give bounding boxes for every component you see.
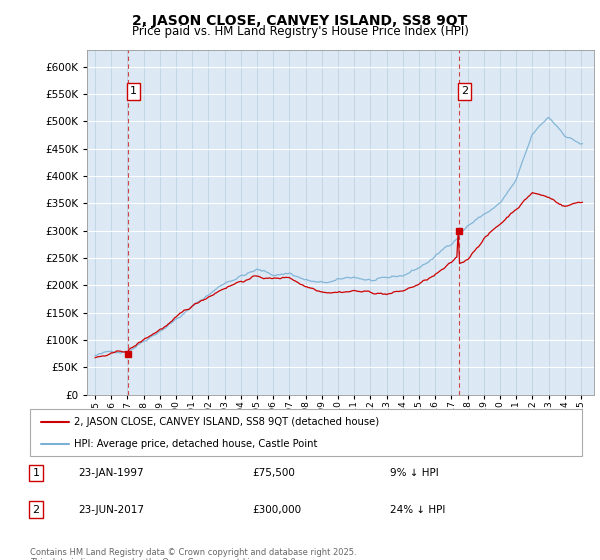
Text: 2, JASON CLOSE, CANVEY ISLAND, SS8 9QT: 2, JASON CLOSE, CANVEY ISLAND, SS8 9QT: [133, 14, 467, 28]
Text: 2, JASON CLOSE, CANVEY ISLAND, SS8 9QT (detached house): 2, JASON CLOSE, CANVEY ISLAND, SS8 9QT (…: [74, 417, 379, 427]
Text: 1: 1: [32, 468, 40, 478]
Text: 2: 2: [461, 86, 468, 96]
Text: 9% ↓ HPI: 9% ↓ HPI: [390, 468, 439, 478]
Text: 24% ↓ HPI: 24% ↓ HPI: [390, 505, 445, 515]
Text: 23-JUN-2017: 23-JUN-2017: [78, 505, 144, 515]
Text: £300,000: £300,000: [252, 505, 301, 515]
Text: Price paid vs. HM Land Registry's House Price Index (HPI): Price paid vs. HM Land Registry's House …: [131, 25, 469, 38]
Text: 2: 2: [32, 505, 40, 515]
Text: Contains HM Land Registry data © Crown copyright and database right 2025.
This d: Contains HM Land Registry data © Crown c…: [30, 548, 356, 560]
Text: 23-JAN-1997: 23-JAN-1997: [78, 468, 143, 478]
Text: £75,500: £75,500: [252, 468, 295, 478]
FancyBboxPatch shape: [30, 409, 582, 456]
Text: HPI: Average price, detached house, Castle Point: HPI: Average price, detached house, Cast…: [74, 438, 317, 449]
Text: 1: 1: [130, 86, 137, 96]
